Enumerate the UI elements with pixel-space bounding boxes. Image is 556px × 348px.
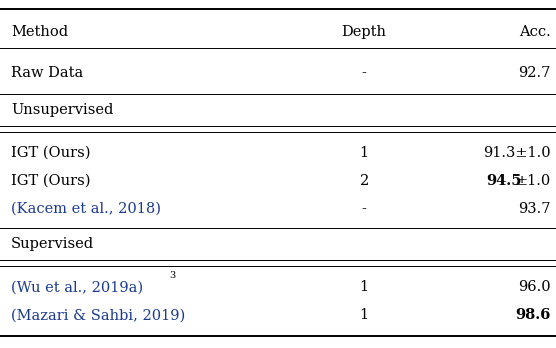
Text: 1: 1 [360, 280, 369, 294]
Text: 3: 3 [169, 271, 175, 280]
Text: 98.6: 98.6 [515, 308, 550, 322]
Text: -: - [362, 202, 366, 216]
Text: 2: 2 [360, 174, 369, 188]
Text: (Kacem et al., 2018): (Kacem et al., 2018) [11, 202, 161, 216]
Text: ±1.0: ±1.0 [515, 174, 550, 188]
Text: Raw Data: Raw Data [11, 66, 83, 80]
Text: 92.7: 92.7 [518, 66, 550, 80]
Text: 96.0: 96.0 [518, 280, 550, 294]
Text: IGT (Ours): IGT (Ours) [11, 174, 91, 188]
Text: (Wu et al., 2019a): (Wu et al., 2019a) [11, 280, 143, 294]
Text: 93.7: 93.7 [518, 202, 550, 216]
Text: Unsupervised: Unsupervised [11, 103, 113, 117]
Text: -: - [362, 66, 366, 80]
Text: Acc.: Acc. [519, 25, 550, 39]
Text: Supervised: Supervised [11, 237, 95, 251]
Text: Method: Method [11, 25, 68, 39]
Text: 94.5: 94.5 [486, 174, 522, 188]
Text: 91.3±1.0: 91.3±1.0 [483, 146, 550, 160]
Text: IGT (Ours): IGT (Ours) [11, 146, 91, 160]
Text: 1: 1 [360, 146, 369, 160]
Text: 1: 1 [360, 308, 369, 322]
Text: (Mazari & Sahbi, 2019): (Mazari & Sahbi, 2019) [11, 308, 185, 322]
Text: Depth: Depth [342, 25, 386, 39]
